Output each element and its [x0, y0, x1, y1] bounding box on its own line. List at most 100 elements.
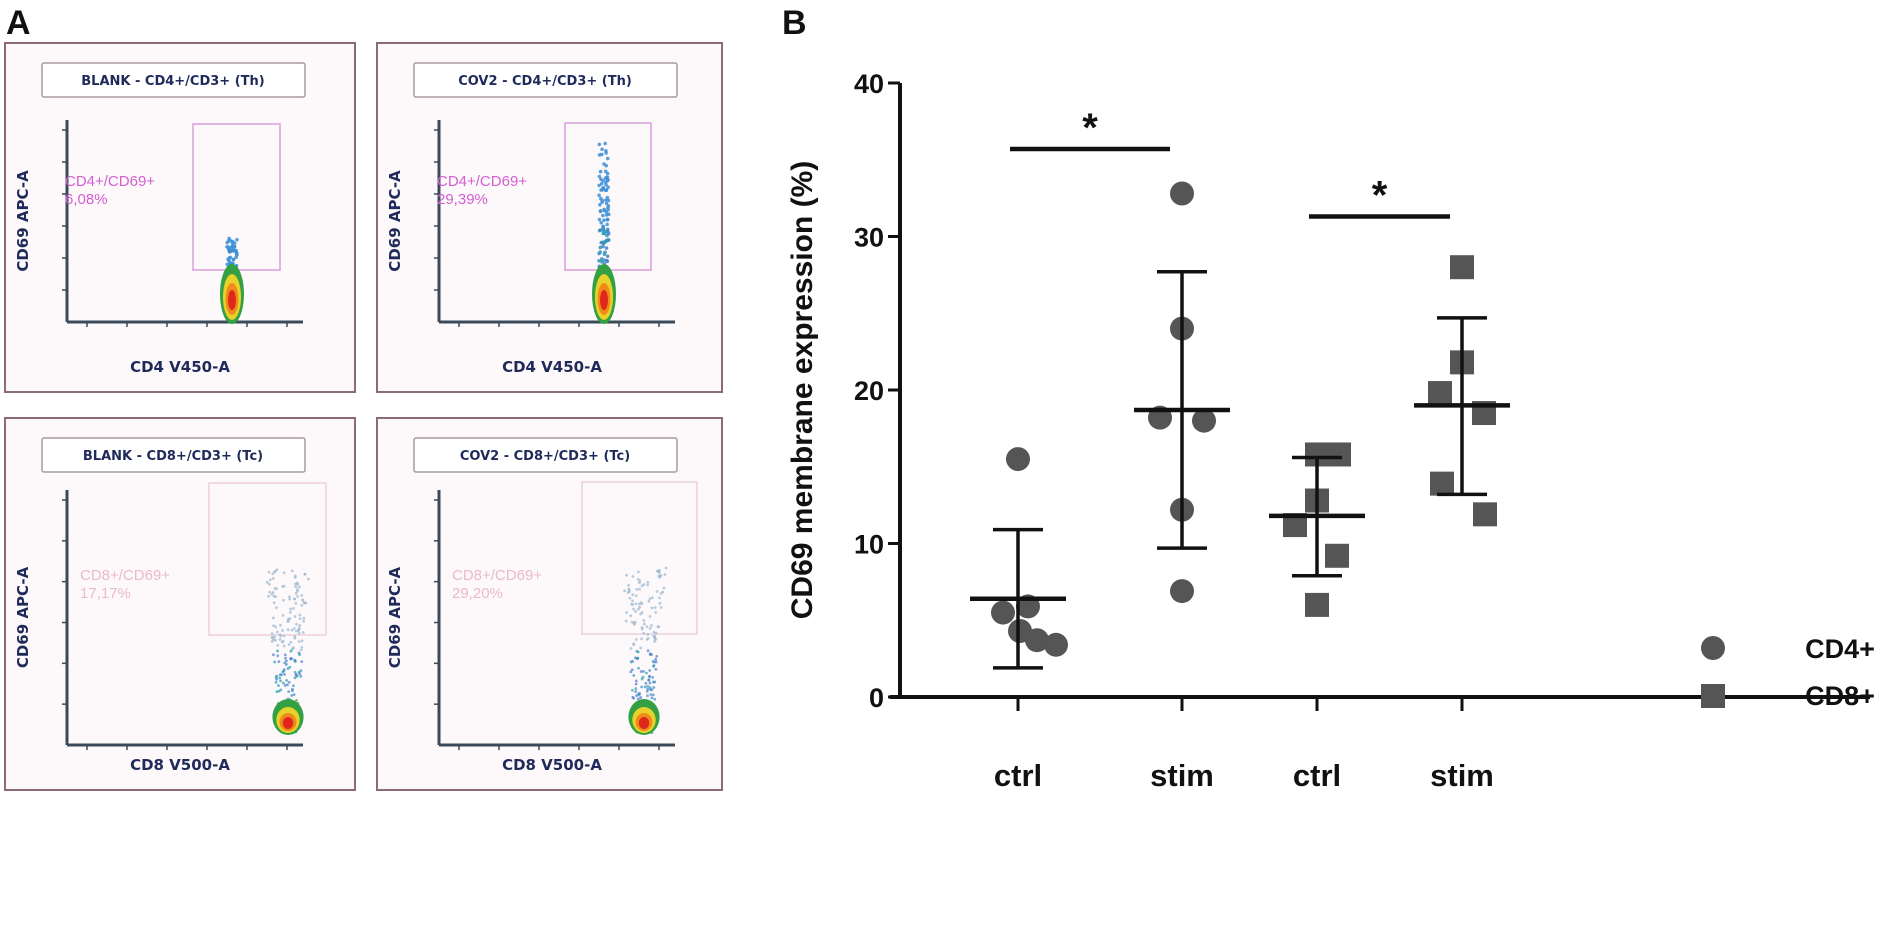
x-tick-label: stim [1430, 758, 1494, 793]
legend-square-marker [1701, 684, 1725, 708]
event-dot [599, 152, 604, 157]
event-dot [293, 574, 297, 578]
event-dot [664, 566, 668, 570]
event-dot [638, 579, 642, 583]
event-dot [638, 587, 641, 591]
event-dot [646, 687, 650, 691]
event-dot [600, 260, 604, 264]
event-dot [648, 686, 652, 690]
event-dot [292, 627, 296, 630]
event-dot [295, 622, 298, 626]
event-dot [288, 597, 292, 601]
event-dot [301, 599, 305, 602]
event-dot [285, 683, 289, 687]
event-dot [600, 147, 604, 152]
event-dot [662, 586, 666, 590]
event-dot [647, 678, 650, 682]
flow-plot: COV2 - CD4+/CD3+ (Th) CD69 APC-A CD4 V450-… [376, 42, 723, 393]
density-red [228, 290, 236, 310]
event-dot [278, 676, 282, 680]
event-dot [649, 624, 653, 627]
event-dot [598, 169, 603, 174]
event-dot [225, 245, 229, 249]
event-dot [599, 257, 604, 261]
density-red [600, 290, 608, 310]
event-dot [648, 614, 652, 618]
event-dot [298, 613, 302, 617]
event-dot [634, 638, 638, 641]
event-dot [299, 674, 303, 678]
event-dot [624, 619, 628, 623]
event-dot [661, 590, 665, 594]
event-dot [598, 202, 602, 207]
event-dot [267, 570, 271, 574]
event-dot [632, 642, 636, 646]
event-dot [290, 569, 294, 573]
event-dot [659, 606, 663, 609]
event-dot [275, 568, 279, 572]
event-dot [270, 632, 274, 636]
event-dot [270, 635, 274, 639]
event-dot [645, 625, 649, 629]
event-dot [603, 169, 608, 174]
event-dot [606, 198, 611, 203]
event-dot [267, 582, 271, 586]
event-dot [604, 149, 608, 153]
flow-plot-title: BLANK - CD8+/CD3+ (Tc) [83, 449, 263, 464]
event-dot [597, 259, 601, 263]
flow-plot-frame [376, 42, 723, 393]
flow-plot: COV2 - CD8+/CD3+ (Tc) CD69 APC-A CD8 V500-… [376, 417, 723, 791]
event-dot [226, 247, 231, 252]
event-dot [268, 590, 272, 594]
data-point-square [1305, 592, 1329, 617]
event-dot [640, 637, 644, 641]
event-dot [606, 238, 611, 242]
gate-name: CD4+/CD69+ [437, 173, 527, 190]
event-dot [636, 650, 640, 654]
event-dot [235, 253, 239, 257]
event-dot [231, 257, 236, 262]
event-dot [632, 696, 636, 700]
event-dot [225, 262, 230, 267]
y-tick-label: 40 [854, 69, 884, 99]
event-dot [282, 634, 286, 638]
event-dot [601, 178, 605, 183]
event-dot [603, 176, 608, 180]
data-point-circle [1170, 181, 1194, 206]
event-dot [604, 201, 609, 206]
event-dot [277, 660, 281, 663]
event-dot [272, 624, 276, 628]
density-red [282, 717, 294, 729]
y-axis-label: CD69 membrane expression (%) [786, 161, 819, 620]
event-dot [605, 156, 610, 161]
flow-y-label: CD69 APC-A [14, 170, 32, 272]
event-dot [272, 601, 276, 605]
event-dot [601, 186, 606, 191]
event-dot [296, 594, 299, 598]
event-dot [623, 589, 627, 593]
gate-rectangle [208, 482, 327, 636]
event-dot [275, 587, 278, 590]
flow-y-label: CD69 APC-A [386, 566, 404, 668]
event-dot [650, 596, 654, 600]
flow-y-label: CD69 APC-A [14, 566, 32, 668]
event-dot [650, 606, 654, 610]
event-dot [293, 676, 297, 680]
event-dot [636, 697, 640, 701]
event-dot [629, 614, 633, 618]
event-dot [302, 601, 306, 605]
event-dot [652, 680, 655, 684]
event-dot [659, 574, 662, 578]
event-dot [288, 595, 291, 599]
event-dot [230, 244, 234, 249]
event-dot [273, 570, 277, 573]
group-2 [1269, 442, 1365, 617]
event-dot [625, 611, 629, 614]
event-dot [652, 686, 656, 689]
event-dot [300, 593, 304, 597]
event-dot [649, 693, 653, 696]
event-dot [271, 653, 275, 657]
event-dot [279, 679, 283, 683]
event-dot [292, 693, 296, 697]
event-dot [628, 596, 632, 600]
